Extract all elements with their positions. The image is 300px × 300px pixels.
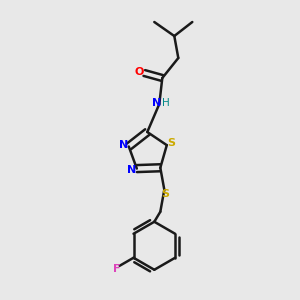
Text: F: F bbox=[113, 264, 120, 274]
Text: O: O bbox=[135, 67, 144, 77]
Text: S: S bbox=[161, 189, 169, 199]
Text: N: N bbox=[127, 165, 136, 175]
Text: S: S bbox=[167, 138, 175, 148]
Text: N: N bbox=[119, 140, 128, 151]
Text: N: N bbox=[152, 98, 161, 108]
Text: H: H bbox=[162, 98, 170, 108]
